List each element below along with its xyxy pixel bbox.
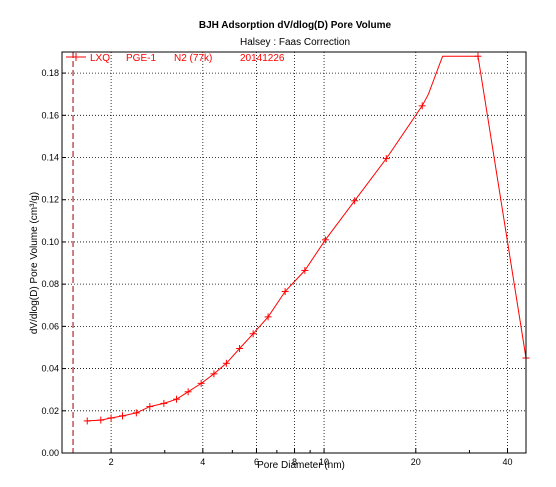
data-point-marker bbox=[210, 370, 218, 378]
data-point-marker bbox=[474, 52, 482, 60]
x-tick-label: 4 bbox=[200, 457, 205, 467]
data-point-marker bbox=[160, 399, 168, 407]
x-tick-label: 10 bbox=[319, 457, 329, 467]
data-point-marker bbox=[132, 409, 140, 417]
grid-lines bbox=[62, 52, 526, 453]
y-tick-label: 0.16 bbox=[41, 110, 59, 120]
legend-entry: LXQ bbox=[90, 53, 110, 64]
data-point-marker bbox=[146, 403, 154, 411]
series-group bbox=[83, 52, 530, 425]
y-axis-label: dV/dlog(D) Pore Volume (cm³/g) bbox=[29, 192, 40, 334]
data-point-marker bbox=[222, 359, 230, 367]
data-point-marker bbox=[173, 395, 181, 403]
y-tick-label: 0.12 bbox=[41, 195, 59, 205]
y-tick-label: 0.02 bbox=[41, 406, 59, 416]
data-point-marker bbox=[382, 155, 390, 163]
series-line bbox=[87, 55, 527, 422]
data-point-marker bbox=[301, 266, 309, 274]
data-point-marker bbox=[197, 379, 205, 387]
x-tick-label: 8 bbox=[292, 457, 297, 467]
y-tick-label: 0.14 bbox=[41, 153, 59, 163]
data-point-marker bbox=[321, 236, 329, 244]
plot-frame bbox=[61, 51, 527, 454]
data-point-marker bbox=[119, 412, 127, 420]
x-tick-label: 6 bbox=[254, 457, 259, 467]
y-tick-label: 0.06 bbox=[41, 321, 59, 331]
y-tick-label: 0.04 bbox=[41, 364, 59, 374]
y-tick-label: 0.00 bbox=[41, 448, 59, 458]
x-axis-label: Pore Diameter (nm) bbox=[257, 460, 345, 471]
data-point-marker bbox=[184, 388, 192, 396]
legend-entry: 20141226 bbox=[240, 53, 285, 64]
legend-entry: PGE-1 bbox=[126, 53, 156, 64]
y-tick-label: 0.08 bbox=[41, 279, 59, 289]
legend-entry: N2 (77k) bbox=[174, 53, 212, 64]
data-point-marker bbox=[249, 330, 257, 338]
x-tick-label: 2 bbox=[109, 457, 114, 467]
data-point-marker bbox=[83, 417, 91, 425]
data-point-marker bbox=[264, 313, 272, 321]
axis-ticks: 0.00 0.02 0.04 0.06 0.08 0.10 0.12 0.14 0.16 0.18… bbox=[41, 68, 512, 467]
x-tick-label: 20 bbox=[411, 457, 421, 467]
data-point-marker bbox=[351, 197, 359, 205]
x-tick-label: 40 bbox=[502, 457, 512, 467]
legend: LXQ PGE-1 N2 (77k) 20141226 bbox=[66, 53, 285, 64]
data-point-marker bbox=[107, 414, 115, 422]
y-tick-label: 0.18 bbox=[41, 68, 59, 78]
data-point-marker bbox=[236, 345, 244, 353]
data-point-marker bbox=[97, 416, 105, 424]
chart-subtitle: Halsey : Faas Correction bbox=[240, 37, 350, 48]
data-point-marker bbox=[281, 288, 289, 296]
chart-title: BJH Adsorption dV/dlog(D) Pore Volume bbox=[199, 20, 392, 31]
y-tick-label: 0.10 bbox=[41, 237, 59, 247]
data-point-marker bbox=[418, 102, 426, 110]
